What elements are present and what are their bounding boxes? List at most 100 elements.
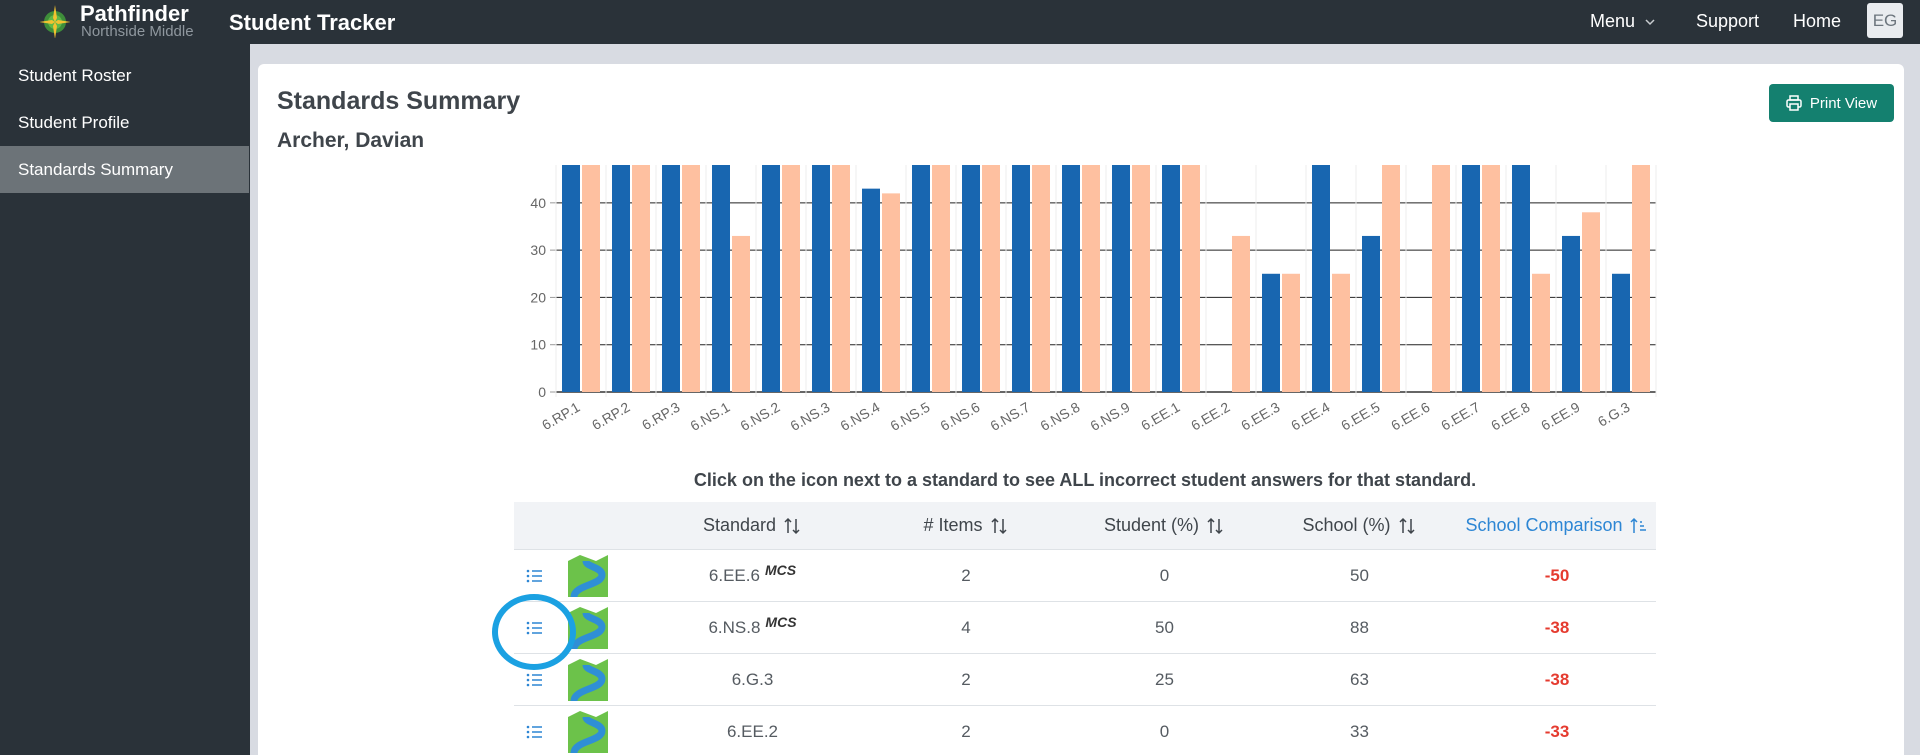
compass-globe-icon[interactable] [40, 4, 70, 38]
chevron-down-icon [1643, 15, 1657, 29]
y-tick-label: 30 [530, 242, 546, 258]
standard-code: 6.NS.8 [708, 618, 760, 638]
bar-student [1262, 274, 1280, 392]
x-tick-label: 6.NS.9 [1087, 399, 1132, 434]
page-title: Standards Summary [277, 87, 520, 116]
bar-school [1582, 212, 1600, 392]
x-tick-label: 6.NS.7 [987, 399, 1032, 434]
school-percent: 50 [1262, 550, 1457, 602]
standard-code: 6.G.3 [732, 670, 774, 690]
student-percent: 25 [1067, 654, 1262, 706]
col-school-comparison-header[interactable]: School Comparison [1457, 502, 1657, 549]
list-icon[interactable] [524, 566, 544, 586]
list-icon[interactable] [524, 670, 544, 690]
bar-student [1462, 165, 1480, 392]
y-tick-label: 10 [530, 337, 546, 353]
y-tick-label: 20 [530, 289, 546, 305]
x-tick-label: 6.EE.5 [1338, 399, 1383, 434]
x-tick-label: 6.NS.1 [687, 399, 732, 434]
x-tick-label: 6.EE.2 [1188, 399, 1233, 434]
brand-school: Northside Middle [81, 23, 194, 40]
bar-student [762, 165, 780, 392]
x-tick-label: 6.RP.2 [589, 399, 633, 433]
bar-student [1362, 236, 1380, 392]
bar-school [982, 165, 1000, 392]
x-tick-label: 6.NS.2 [737, 399, 782, 434]
bar-student [612, 165, 630, 392]
sidebar-item-student-profile[interactable]: Student Profile [0, 99, 249, 146]
table-row: 6.EE.2 2 0 33 -33 [514, 705, 1656, 755]
user-avatar[interactable]: EG [1867, 3, 1903, 38]
mcs-tag: MCS [765, 614, 796, 630]
bar-student [1112, 165, 1130, 392]
x-tick-label: 6.NS.4 [837, 399, 882, 434]
menu-dropdown[interactable]: Menu [1590, 11, 1657, 32]
bar-school [1182, 165, 1200, 392]
menu-label: Menu [1590, 11, 1635, 32]
mcs-tag: MCS [765, 562, 796, 578]
bar-student [1062, 165, 1080, 392]
bar-school [882, 193, 900, 392]
nav-home-link[interactable]: Home [1793, 11, 1841, 32]
list-icon[interactable] [524, 722, 544, 742]
x-tick-label: 6.G.3 [1595, 399, 1633, 430]
x-tick-label: 6.EE.3 [1238, 399, 1283, 434]
print-view-button[interactable]: Print View [1769, 84, 1894, 122]
table-header: Standard # Items Student (%) School (%) … [514, 502, 1656, 549]
highlight-circle [492, 594, 576, 670]
items-count: 2 [865, 550, 1067, 602]
bar-school [1482, 165, 1500, 392]
standard-code: 6.EE.2 [727, 722, 778, 742]
pathway-icon[interactable] [568, 711, 608, 753]
bar-student [662, 165, 680, 392]
bar-student [1012, 165, 1030, 392]
x-tick-label: 6.NS.3 [787, 399, 832, 434]
col-standard-header[interactable]: Standard [640, 502, 865, 549]
table-row: 6.NS.8 MCS 4 50 88 -38 [514, 601, 1656, 653]
x-tick-label: 6.EE.1 [1138, 399, 1183, 434]
bar-student [912, 165, 930, 392]
bar-student [962, 165, 980, 392]
col-student-header[interactable]: Student (%) [1067, 502, 1262, 549]
bar-student [1612, 274, 1630, 392]
bar-school [932, 165, 950, 392]
printer-icon [1786, 95, 1802, 111]
sidebar-item-standards-summary[interactable]: Standards Summary [0, 146, 249, 193]
bar-school [1432, 165, 1450, 392]
sort-icon [1205, 516, 1225, 536]
col-items-header[interactable]: # Items [865, 502, 1067, 549]
x-tick-label: 6.RP.1 [539, 399, 583, 433]
y-tick-label: 0 [538, 384, 546, 400]
x-tick-label: 6.RP.3 [639, 399, 683, 433]
bar-school [1632, 165, 1650, 392]
bar-school [1332, 274, 1350, 392]
bar-school [1532, 274, 1550, 392]
bar-school [732, 236, 750, 392]
bar-student [1312, 165, 1330, 392]
pathway-icon[interactable] [568, 659, 608, 701]
x-tick-label: 6.NS.5 [887, 399, 932, 434]
pathway-icon[interactable] [568, 555, 608, 597]
x-tick-label: 6.NS.8 [1037, 399, 1082, 434]
school-comparison: -38 [1457, 654, 1657, 706]
bar-school [832, 165, 850, 392]
print-view-label: Print View [1810, 95, 1877, 112]
table-row: 6.G.3 2 25 63 -38 [514, 653, 1656, 705]
bar-school [1132, 165, 1150, 392]
standard-code: 6.EE.6 [709, 566, 760, 586]
bar-student [1562, 236, 1580, 392]
bar-school [782, 165, 800, 392]
school-comparison: -38 [1457, 602, 1657, 654]
x-tick-label: 6.EE.7 [1438, 399, 1483, 434]
nav-support-link[interactable]: Support [1696, 11, 1759, 32]
col-school-header[interactable]: School (%) [1262, 502, 1457, 549]
items-count: 4 [865, 602, 1067, 654]
x-tick-label: 6.EE.6 [1388, 399, 1433, 434]
bar-student [562, 165, 580, 392]
bar-school [1032, 165, 1050, 392]
bar-student [862, 189, 880, 392]
app-title[interactable]: Student Tracker [229, 10, 395, 36]
bar-student [1162, 165, 1180, 392]
sidebar-item-student-roster[interactable]: Student Roster [0, 52, 249, 99]
